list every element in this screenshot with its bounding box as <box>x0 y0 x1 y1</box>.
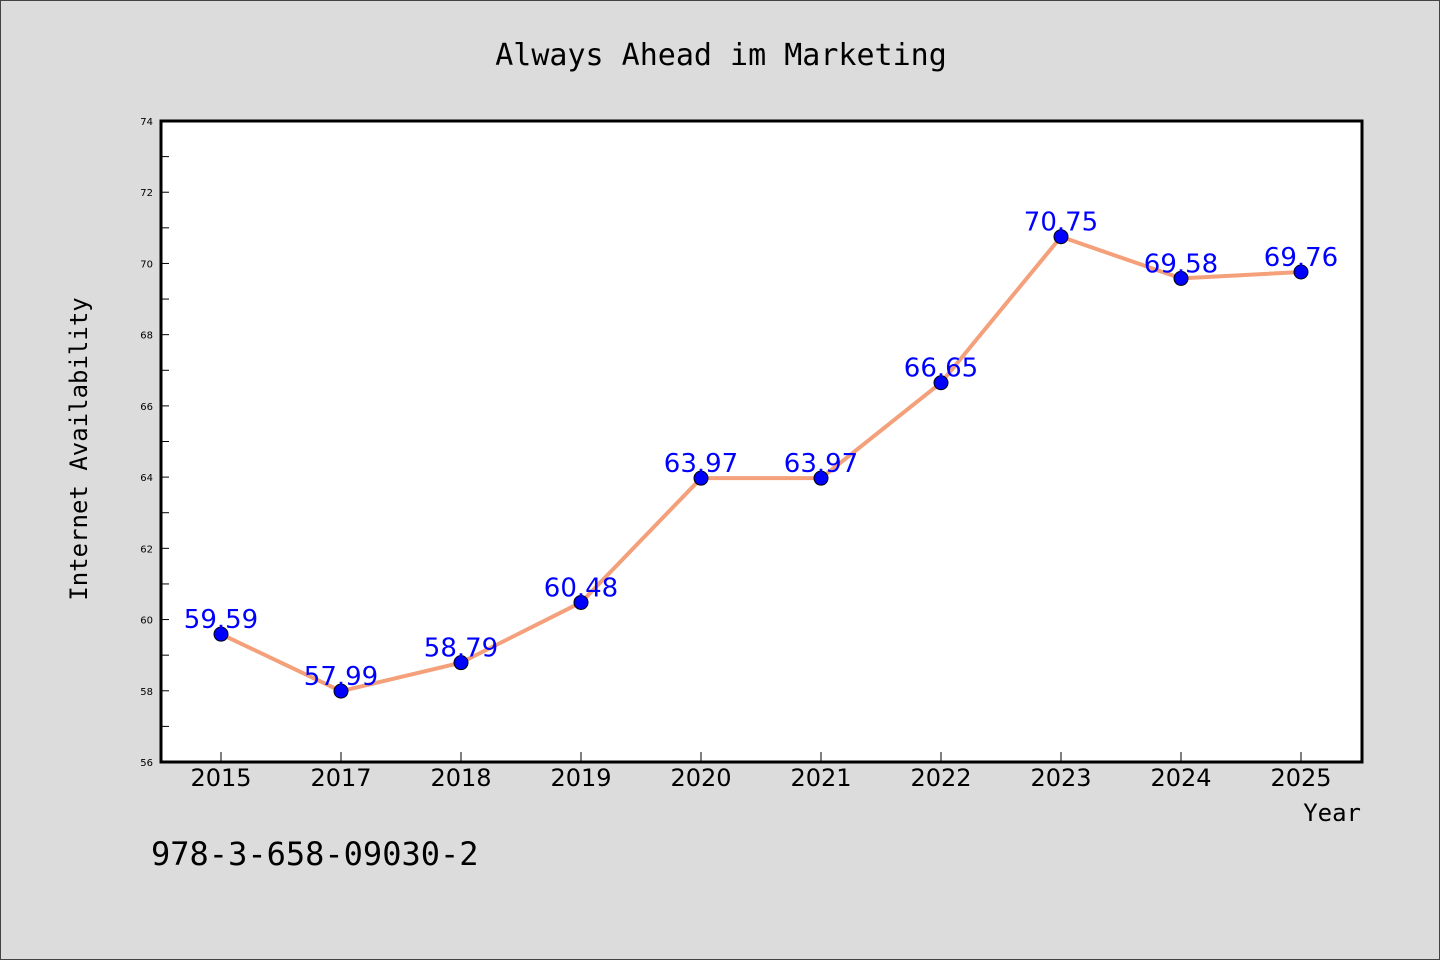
data-point <box>453 655 469 671</box>
y-tick-label: 70 <box>140 259 153 270</box>
y-tick-label: 62 <box>140 544 153 555</box>
y-tick-label: 66 <box>140 402 153 413</box>
data-label: 57.99 <box>304 662 378 692</box>
data-labels-group: 59.59 57.99 58.79 60.48 63.97 63.97 66.65 70.75… <box>184 208 1338 692</box>
x-axis-label: Year <box>1303 799 1361 827</box>
y-tick-label: 56 <box>140 758 153 769</box>
y-axis: 56 58 60 62 64 66 68 70 72 74 <box>140 117 169 769</box>
data-point <box>333 683 349 699</box>
y-tick-label: 74 <box>140 117 153 128</box>
data-label: 66.65 <box>904 354 978 384</box>
series-group <box>213 229 1309 699</box>
data-label: 69.76 <box>1264 243 1338 273</box>
y-tick-label: 64 <box>140 473 153 484</box>
data-label: 63.97 <box>784 449 858 479</box>
x-tick-label: 2024 <box>1150 764 1211 792</box>
data-label: 60.48 <box>544 573 618 603</box>
plot-area <box>159 119 1364 764</box>
x-tick-label: 2017 <box>310 764 371 792</box>
series-line <box>220 234 1302 694</box>
chart-title: Always Ahead im Marketing <box>495 38 947 73</box>
x-tick-label: 2015 <box>190 764 251 792</box>
data-point <box>933 375 949 391</box>
x-tick-label: 2018 <box>430 764 491 792</box>
y-tick-label: 72 <box>140 188 153 199</box>
data-label: 58.79 <box>424 634 498 664</box>
data-point <box>1173 270 1189 286</box>
isbn-annotation: 978-3-658-09030-2 <box>151 835 479 873</box>
y-axis-label: Internet Availability <box>65 297 93 600</box>
y-tick-label: 60 <box>140 616 153 627</box>
data-point <box>573 594 589 610</box>
data-point <box>813 470 829 486</box>
data-label: 70.75 <box>1024 208 1098 238</box>
x-tick-label: 2025 <box>1270 764 1331 792</box>
data-label: 69.58 <box>1144 249 1218 279</box>
data-point <box>213 626 229 642</box>
x-tick-label: 2020 <box>670 764 731 792</box>
data-point <box>1293 264 1309 280</box>
x-tick-label: 2022 <box>910 764 971 792</box>
data-label: 63.97 <box>664 449 738 479</box>
data-point <box>1053 229 1069 245</box>
x-tick-label: 2019 <box>550 764 611 792</box>
y-tick-label: 58 <box>140 687 153 698</box>
data-label: 59.59 <box>184 605 258 635</box>
data-point <box>693 470 709 486</box>
x-axis: 2015 2017 2018 2019 2020 2021 2022 2023 2024 2025 <box>190 752 1332 792</box>
x-tick-label: 2021 <box>790 764 851 792</box>
y-tick-label: 68 <box>140 331 153 342</box>
x-tick-label: 2023 <box>1030 764 1091 792</box>
